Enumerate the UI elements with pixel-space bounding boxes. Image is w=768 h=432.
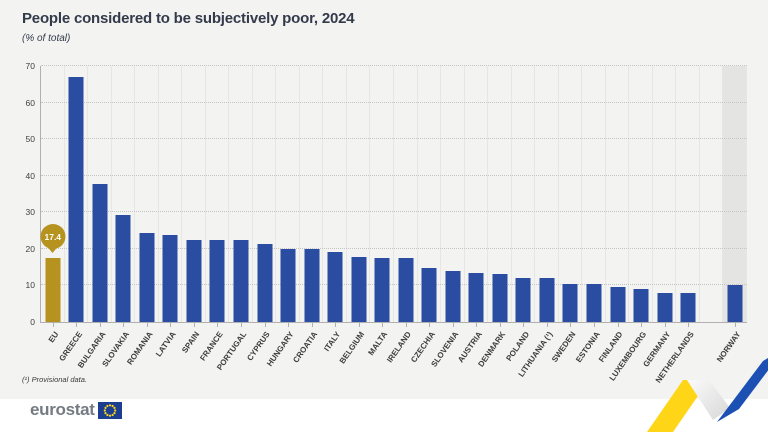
chart-subtitle: (% of total) bbox=[22, 33, 71, 44]
eurostat-swoosh-decoration bbox=[647, 358, 768, 432]
bar bbox=[398, 258, 414, 322]
bar-slot: NORWAY bbox=[715, 66, 747, 364]
y-axis-tick-label: 30 bbox=[25, 207, 35, 218]
bar-slot: CYPRUS bbox=[245, 66, 277, 362]
bar-slot: CZECHIA bbox=[409, 66, 442, 364]
bar-slot: CROATIA bbox=[291, 66, 324, 365]
bar-slot: NETHERLANDS bbox=[653, 66, 700, 385]
bar-slot: GREECE bbox=[57, 66, 89, 363]
y-axis-tick-label: 60 bbox=[25, 97, 35, 108]
bar bbox=[327, 252, 343, 322]
bar bbox=[45, 258, 61, 322]
bar bbox=[586, 284, 602, 322]
bar bbox=[445, 271, 461, 322]
bar bbox=[92, 184, 108, 322]
bar-slot: ESTONIA bbox=[574, 66, 606, 364]
bar bbox=[727, 284, 743, 322]
bar bbox=[351, 257, 367, 322]
bar bbox=[515, 278, 531, 322]
bar-slot: PORTUGAL bbox=[215, 66, 253, 372]
y-axis-tick-label: 70 bbox=[25, 61, 35, 71]
y-axis-tick-label: 20 bbox=[25, 243, 35, 254]
bar-slot: LATVIA bbox=[154, 66, 183, 358]
bar bbox=[468, 273, 484, 322]
bar bbox=[421, 268, 437, 322]
y-axis-tick-label: 0 bbox=[30, 317, 35, 327]
bar-slot: BELGIUM bbox=[338, 66, 371, 365]
eurostat-wordmark: eurostat bbox=[30, 400, 95, 419]
gridline-30 bbox=[41, 211, 747, 213]
bar bbox=[610, 287, 626, 322]
bar-slot: POLAND bbox=[504, 66, 536, 363]
bar-slot: BULGARIA bbox=[76, 66, 112, 370]
value-badge-text: 17.4 bbox=[44, 231, 62, 242]
bar bbox=[233, 240, 249, 322]
gridline-40 bbox=[41, 174, 747, 176]
bar bbox=[115, 214, 131, 322]
bar-slot: SLOVENIA bbox=[429, 66, 465, 369]
eurostat-logo: eurostat bbox=[30, 400, 122, 420]
gridline-70 bbox=[41, 65, 747, 66]
bar-slot: ITALY bbox=[323, 66, 347, 353]
y-axis-tick-label: 10 bbox=[25, 280, 35, 291]
bar bbox=[374, 257, 390, 322]
decoration-blue-band bbox=[717, 358, 768, 422]
bar bbox=[186, 239, 202, 322]
bar-slot: EU 17.4 bbox=[40, 66, 66, 344]
footnote: (¹) Provisional data. bbox=[22, 375, 88, 384]
gridline-10 bbox=[41, 284, 747, 286]
value-badge: 17.4 bbox=[40, 224, 66, 250]
bar bbox=[209, 240, 225, 322]
chart-title: People considered to be subjectively poo… bbox=[22, 10, 355, 27]
bar bbox=[280, 248, 296, 322]
bar bbox=[492, 274, 508, 322]
bar-slot: ROMANIA bbox=[125, 66, 159, 366]
y-axis-tick-label: 50 bbox=[25, 134, 35, 145]
bar-slot: SLOVAKIA bbox=[100, 66, 136, 369]
gridline-20 bbox=[41, 247, 747, 249]
gridline-50 bbox=[41, 138, 747, 140]
bar bbox=[562, 283, 578, 322]
y-axis-tick-label: 40 bbox=[25, 170, 35, 181]
bar-slot: LUXEMBOURG bbox=[608, 66, 653, 382]
gridline-60 bbox=[41, 101, 747, 103]
bar bbox=[304, 248, 320, 322]
bar-slot: SPAIN bbox=[180, 66, 206, 355]
bar bbox=[657, 293, 673, 322]
bar-slot: FRANCE bbox=[198, 66, 230, 362]
bar-slot: MALTA bbox=[367, 66, 394, 357]
bar-slot: FINLAND bbox=[597, 66, 630, 364]
bar bbox=[162, 234, 178, 322]
decoration-yellow-band bbox=[647, 380, 709, 432]
bar bbox=[257, 244, 273, 322]
bar-slot: AUSTRIA bbox=[456, 66, 489, 364]
bar-slot: GERMANY bbox=[641, 66, 677, 369]
chart-background bbox=[0, 0, 768, 399]
bar bbox=[139, 233, 155, 322]
bar bbox=[539, 278, 555, 322]
plot-area: 0 10 20 30 40 50 60 70 EU 17.4 GREECE BULGARIA SLOVA… bbox=[26, 61, 747, 385]
eu-flag-icon bbox=[97, 401, 122, 419]
bar-slot: DENMARK bbox=[476, 66, 512, 369]
bar bbox=[680, 293, 696, 322]
bar-slot: SWEDEN bbox=[550, 66, 583, 364]
bar bbox=[68, 76, 84, 322]
bar-slot: HUNGARY bbox=[265, 66, 300, 368]
bar bbox=[633, 288, 649, 322]
bar-slot: IRELAND bbox=[385, 66, 418, 364]
decoration-gray-band bbox=[687, 380, 730, 420]
bar-slot: LITHUANIA (¹) bbox=[517, 66, 559, 379]
